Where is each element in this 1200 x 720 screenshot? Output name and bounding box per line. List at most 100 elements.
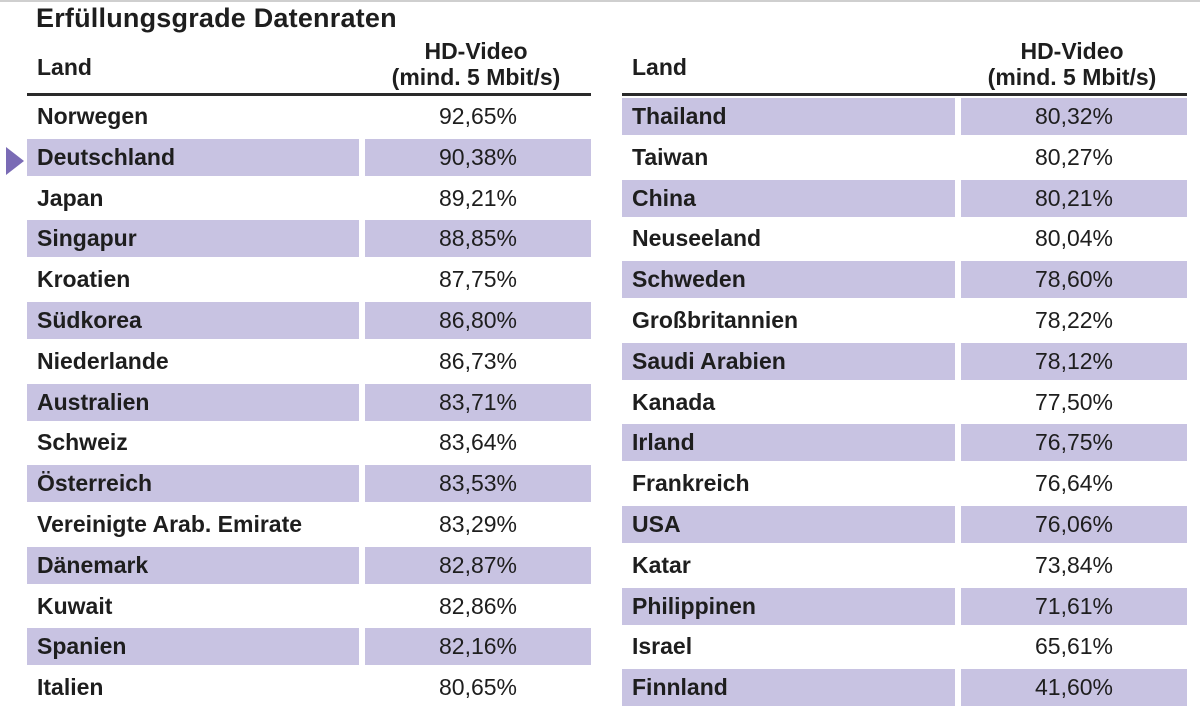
cell-value: 86,80% [365, 301, 591, 339]
cell-land: Katar [632, 551, 691, 578]
cell-value: 65,61% [1034, 633, 1113, 660]
table-row: Frankreich 76,64% [622, 463, 1187, 504]
table-row: Finnland 41,60% [622, 667, 1187, 708]
table-row: Irland 76,75% [622, 422, 1187, 463]
table-row: Schweden 78,60% [622, 259, 1187, 300]
cell-value: 86,73% [438, 347, 517, 374]
cell-land: Australien [27, 383, 359, 421]
cell-value: 82,16% [365, 628, 591, 666]
cell-value: 83,64% [438, 429, 517, 456]
cell-land: Frankreich [632, 470, 750, 497]
cell-value: 90,38% [365, 138, 591, 176]
cell-land: Spanien [27, 628, 359, 666]
table-right: Land HD-Video (mind. 5 Mbit/s) Thailand 8… [622, 38, 1187, 708]
cell-value: 76,75% [961, 424, 1187, 462]
cell-value: 83,53% [365, 465, 591, 503]
cell-land: Norwegen [37, 103, 149, 129]
cell-value: 71,61% [961, 587, 1187, 625]
table-row: Niederlande 86,73% [27, 341, 591, 382]
cell-value: 76,64% [1034, 470, 1113, 497]
column-header-value-line1: HD-Video [424, 38, 528, 64]
chart-title: Erfüllungsgrade Datenraten [36, 3, 397, 33]
cell-value: 80,21% [961, 179, 1187, 217]
cell-land: Italien [37, 674, 104, 701]
table-row: Australien 83,71% [27, 382, 591, 423]
cell-land: Japan [37, 184, 104, 211]
table-row: USA 76,06% [622, 504, 1187, 545]
cell-value: 80,32% [961, 98, 1187, 135]
column-header-value-line2: (mind. 5 Mbit/s) [391, 64, 561, 90]
cell-value: 80,65% [438, 674, 517, 701]
cell-value: 73,84% [1034, 551, 1113, 578]
cell-land: Vereinigte Arab. Emirate [37, 510, 303, 537]
cell-value: 78,60% [961, 261, 1187, 299]
table-header: Land HD-Video (mind. 5 Mbit/s) [27, 38, 591, 96]
cell-value: 78,12% [961, 342, 1187, 380]
cell-value: 82,86% [438, 592, 517, 619]
column-header-value: HD-Video (mind. 5 Mbit/s) [361, 38, 591, 90]
column-header-land: Land [632, 54, 687, 80]
table-row: Italien 80,65% [27, 667, 591, 708]
cell-value: 89,21% [438, 184, 517, 211]
table-row: Philippinen 71,61% [622, 586, 1187, 627]
cell-land: China [622, 179, 955, 217]
table-row: Spanien 82,16% [27, 626, 591, 667]
column-header-land: Land [37, 54, 92, 80]
cell-value: 77,50% [1034, 388, 1113, 415]
table-row: Vereinigte Arab. Emirate 83,29% [27, 504, 591, 545]
cell-land: Dänemark [27, 546, 359, 584]
table-row: Katar 73,84% [622, 545, 1187, 586]
cell-value: 87,75% [438, 266, 517, 293]
cell-land: Kroatien [37, 266, 131, 293]
cell-land: Südkorea [27, 301, 359, 339]
highlight-marker-icon [6, 147, 24, 175]
table-row: Japan 89,21% [27, 178, 591, 219]
cell-land: Irland [622, 424, 955, 462]
cell-value: 92,65% [438, 103, 517, 129]
table-header: Land HD-Video (mind. 5 Mbit/s) [622, 38, 1187, 96]
table-row: Kanada 77,50% [622, 382, 1187, 423]
table-row: Dänemark 82,87% [27, 545, 591, 586]
top-rule [0, 0, 1200, 2]
cell-land: Philippinen [622, 587, 955, 625]
cell-value: 80,04% [1034, 225, 1113, 252]
cell-land: Israel [632, 633, 693, 660]
table-row: Deutschland 90,38% [27, 137, 591, 178]
cell-value: 88,85% [365, 220, 591, 258]
cell-land: Thailand [622, 98, 955, 135]
cell-land: Finnland [622, 669, 955, 707]
cell-land: Niederlande [37, 347, 169, 374]
cell-value: 76,06% [961, 505, 1187, 543]
table-row: Kuwait 82,86% [27, 586, 591, 627]
cell-value: 78,22% [1034, 306, 1113, 333]
column-header-value-line2: (mind. 5 Mbit/s) [987, 64, 1157, 90]
cell-value: 80,27% [1034, 143, 1113, 170]
cell-value: 83,29% [438, 510, 517, 537]
cell-land: Saudi Arabien [622, 342, 955, 380]
table-row: Neuseeland 80,04% [622, 218, 1187, 259]
table-row: Kroatien 87,75% [27, 259, 591, 300]
cell-value: 41,60% [961, 669, 1187, 707]
table-row: Norwegen 92,65% [27, 96, 591, 137]
table-row: Österreich 83,53% [27, 463, 591, 504]
cell-land: Großbritannien [632, 306, 799, 333]
table-row: Südkorea 86,80% [27, 300, 591, 341]
cell-land: Kanada [632, 388, 716, 415]
cell-land: Kuwait [37, 592, 113, 619]
table-row: Großbritannien 78,22% [622, 300, 1187, 341]
table-left: Land HD-Video (mind. 5 Mbit/s) Norwegen 9… [27, 38, 591, 708]
cell-land: Österreich [27, 465, 359, 503]
table-row: Singapur 88,85% [27, 218, 591, 259]
table-body: Norwegen 92,65% Deutschland 90,38% Japan 89,2… [27, 96, 591, 708]
table-row: Israel 65,61% [622, 626, 1187, 667]
column-header-value-line1: HD-Video [1020, 38, 1124, 64]
cell-land: Schweiz [37, 429, 128, 456]
cell-land: USA [622, 505, 955, 543]
cell-land: Deutschland [27, 138, 359, 176]
table-body: Thailand 80,32% Taiwan 80,27% China 80,21% Neu… [622, 96, 1187, 708]
table-row: Schweiz 83,64% [27, 422, 591, 463]
table-row: Saudi Arabien 78,12% [622, 341, 1187, 382]
cell-land: Taiwan [632, 143, 709, 170]
table-row: Taiwan 80,27% [622, 137, 1187, 178]
cell-value: 83,71% [365, 383, 591, 421]
